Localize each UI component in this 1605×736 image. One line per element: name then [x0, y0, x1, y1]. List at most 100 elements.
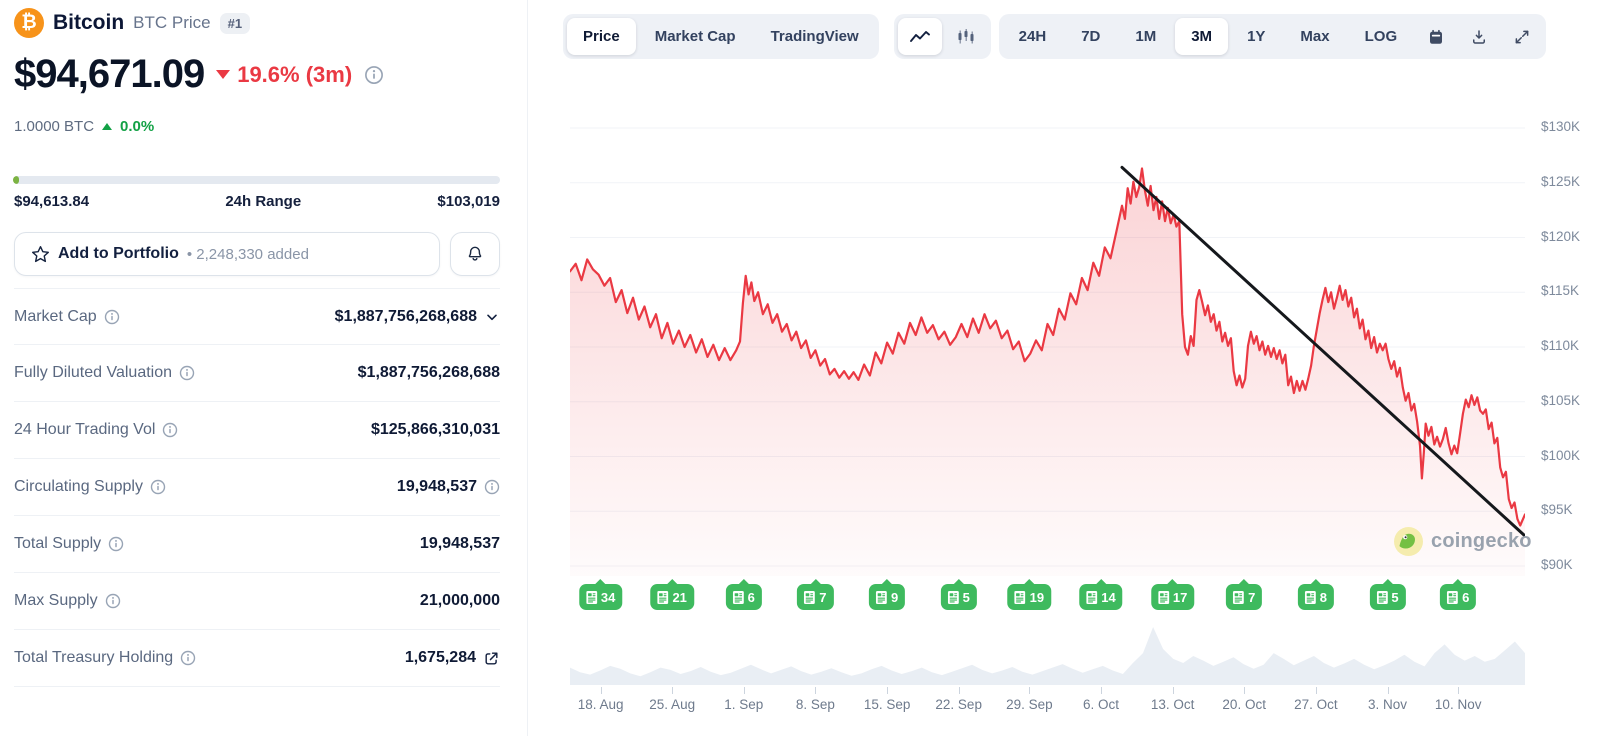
range-high: $103,019 [437, 193, 500, 210]
gecko-icon [1394, 527, 1423, 556]
stat-row: 24 Hour Trading Vol $125,866,310,031 [14, 402, 500, 459]
news-badge[interactable]: 6 [725, 579, 762, 610]
news-badge[interactable]: 5 [1369, 579, 1406, 610]
price-row: $94,671.09 19.6% (3m) [14, 52, 384, 97]
download-icon [1473, 29, 1486, 44]
x-axis-label: 10. Nov [1434, 697, 1482, 712]
info-icon [179, 365, 195, 381]
stat-value: 19,948,537 [419, 535, 500, 552]
news-count: 5 [1391, 589, 1399, 605]
expand-icon [1515, 30, 1529, 43]
news-count: 14 [1101, 589, 1116, 605]
range-24h[interactable]: 24H [1003, 18, 1063, 55]
x-axis-label: 15. Sep [863, 697, 911, 712]
price-alert-button[interactable] [450, 232, 500, 276]
x-axis-tick [743, 687, 745, 694]
x-axis-label: 3. Nov [1367, 697, 1408, 712]
rank-badge: #1 [219, 12, 251, 34]
candlestick-chart-icon-button[interactable] [945, 18, 987, 55]
stat-label: Total Supply [14, 535, 124, 553]
tab-price[interactable]: Price [567, 18, 636, 55]
x-axis-label: 1. Sep [724, 697, 764, 712]
stat-row: Fully Diluted Valuation $1,887,756,268,68… [14, 345, 500, 402]
tab-market-cap[interactable]: Market Cap [639, 18, 752, 55]
add-to-portfolio-button[interactable]: Add to Portfolio • 2,248,330 added [14, 232, 440, 276]
info-icon [150, 479, 166, 495]
tab-tradingview[interactable]: TradingView [755, 18, 875, 55]
news-badge-icon [1086, 590, 1098, 604]
x-axis-tick [1315, 687, 1317, 694]
bell-icon [468, 246, 482, 261]
news-badge[interactable]: 14 [1079, 579, 1123, 610]
stat-label: Fully Diluted Valuation [14, 364, 195, 382]
stat-label: Market Cap [14, 308, 120, 326]
news-badge[interactable]: 21 [650, 579, 694, 610]
news-badge[interactable]: 8 [1297, 579, 1335, 610]
chevron-down-icon[interactable] [484, 309, 500, 325]
stat-row: Total Treasury Holding 1,675,284 [14, 630, 500, 687]
range-1m[interactable]: 1M [1119, 18, 1172, 55]
x-axis-tick [1101, 687, 1102, 694]
info-icon [105, 593, 120, 609]
x-axis-tick [1029, 687, 1031, 694]
badge-notch [1024, 579, 1035, 584]
calendar-icon [1430, 29, 1443, 44]
range-max[interactable]: Max [1284, 18, 1345, 55]
range-1y[interactable]: 1Y [1231, 18, 1281, 55]
download-icon-button[interactable] [1459, 18, 1499, 55]
info-icon [104, 309, 119, 324]
stat-value: $1,887,756,268,688 [357, 364, 500, 381]
x-axis-tick [887, 687, 889, 694]
range-log[interactable]: LOG [1349, 18, 1414, 55]
news-count: 17 [1172, 589, 1188, 605]
expand-icon-button[interactable] [1502, 18, 1542, 55]
news-badge[interactable]: 9 [868, 579, 906, 610]
news-badge[interactable]: 5 [940, 579, 977, 610]
stat-value: $125,866,310,031 [370, 421, 500, 438]
news-badge[interactable]: 19 [1007, 579, 1052, 610]
news-badge[interactable]: 34 [578, 579, 623, 610]
candlestick-chart-icon [958, 28, 974, 43]
info-icon [484, 479, 500, 495]
news-badge[interactable]: 17 [1150, 579, 1195, 610]
x-axis-label: 6. Oct [1082, 697, 1120, 712]
info-icon[interactable] [364, 65, 384, 85]
range-label: 24h Range [225, 193, 302, 210]
up-triangle-icon [102, 123, 113, 130]
news-badge-icon [875, 590, 887, 604]
news-count: 19 [1029, 589, 1045, 605]
range-progress-bar[interactable] [13, 176, 500, 184]
stat-label: Circulating Supply [14, 478, 166, 496]
info-icon [180, 650, 196, 666]
y-axis-label: $115K [1541, 283, 1580, 299]
volume-chart [570, 615, 1525, 685]
y-axis-label: $125K [1541, 173, 1581, 189]
badge-notch [667, 579, 678, 584]
price-chart[interactable] [568, 90, 1530, 576]
calendar-icon-button[interactable] [1416, 18, 1456, 55]
down-triangle-icon [216, 70, 231, 79]
stat-label: Total Treasury Holding [14, 649, 196, 667]
x-axis-tick [1172, 687, 1174, 694]
badge-notch [1382, 579, 1393, 584]
line-chart-icon-button[interactable] [897, 18, 942, 55]
coin-name: Bitcoin [53, 11, 125, 34]
badge-notch [810, 579, 821, 584]
btc-ratio-row: 1.0000 BTC 0.0% [14, 118, 154, 135]
news-badge[interactable]: 6 [1440, 579, 1477, 610]
news-badge-icon [947, 590, 959, 604]
news-badge[interactable]: 7 [797, 579, 834, 610]
news-badge[interactable]: 7 [1226, 579, 1263, 610]
x-axis-label: 25. Aug [649, 697, 696, 712]
news-badge-icon [657, 590, 669, 604]
badge-notch [1239, 579, 1250, 584]
x-axis-label: 27. Oct [1294, 697, 1338, 712]
y-axis-label: $130K [1541, 119, 1581, 134]
range-7d[interactable]: 7D [1065, 18, 1116, 55]
range-3m[interactable]: 3M [1175, 18, 1229, 55]
x-axis-tick [1458, 687, 1460, 694]
range-group: 24H 7D 1M 3M 1Y Max LOG [998, 14, 1547, 59]
external-link-icon[interactable] [483, 650, 500, 667]
news-badge-icon [732, 590, 744, 604]
